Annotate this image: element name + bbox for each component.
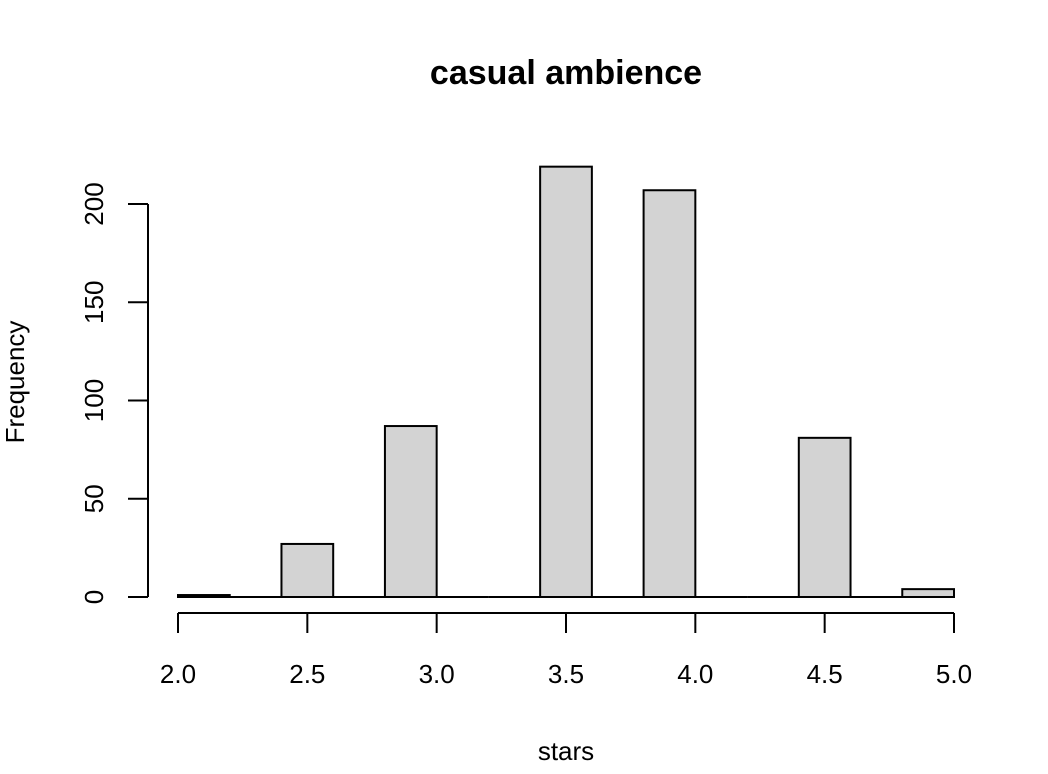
y-tick-label: 50 <box>79 484 109 513</box>
y-axis-label: Frequency <box>0 321 30 444</box>
y-tick-label: 100 <box>79 379 109 422</box>
y-axis: 0 50 100 150 200 <box>79 182 149 604</box>
x-axis-label: stars <box>538 736 594 766</box>
histogram-bar-7 <box>539 165 593 598</box>
x-axis: 2.0 2.5 3.0 3.5 4.0 4.5 5.0 <box>160 612 972 689</box>
histogram-bar-0 <box>177 594 231 598</box>
x-tick-label: 5.0 <box>936 659 972 689</box>
x-tick-label: 3.0 <box>419 659 455 689</box>
histogram-bar-12 <box>797 436 852 598</box>
histogram-bar-2 <box>280 542 335 599</box>
bars-group <box>177 165 955 599</box>
y-tick-label: 0 <box>79 590 109 604</box>
x-tick-label: 3.5 <box>548 659 584 689</box>
x-tick-label: 4.5 <box>807 659 843 689</box>
histogram-bar-14 <box>901 588 955 599</box>
histogram-bar-4 <box>383 425 438 599</box>
histogram-bar-9 <box>642 189 697 598</box>
x-tick-label: 2.0 <box>160 659 196 689</box>
chart-title: casual ambience <box>430 54 702 92</box>
y-tick-label: 150 <box>79 281 109 324</box>
y-tick-label: 200 <box>79 182 109 225</box>
x-tick-label: 4.0 <box>677 659 713 689</box>
x-tick-label: 2.5 <box>289 659 325 689</box>
